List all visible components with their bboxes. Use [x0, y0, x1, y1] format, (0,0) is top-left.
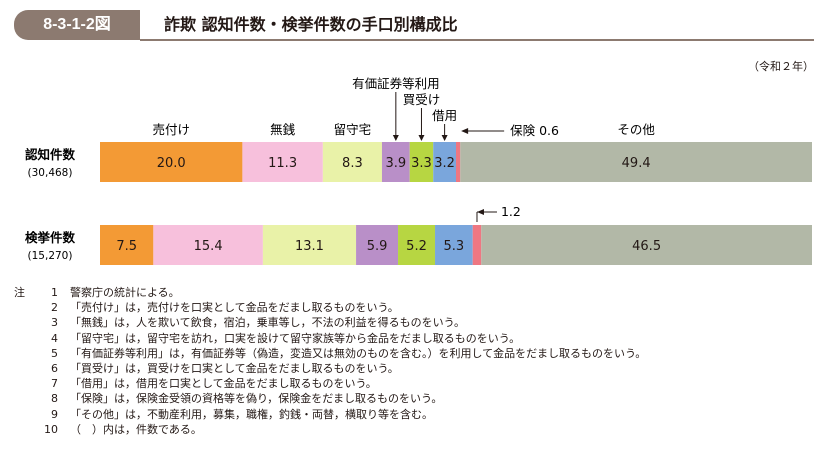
bar-segment: [460, 142, 812, 182]
bar-segment: [153, 225, 263, 265]
leader-arrow: [476, 209, 484, 215]
data-label: 20.0: [157, 156, 186, 171]
note-text: 「売付け」は，売付けを口実として金品をだまし取るものをいう。: [70, 301, 399, 315]
stacked-bar-chart: 20.0 11.3 8.3 3.9 3.3 3.2 49.4 認知件数 (30,468) 7.5 1…: [25, 76, 812, 265]
note-item: 9 「その他」は，不動産利用，募集，職権，釣銭・両替，横取り等を含む。: [14, 407, 814, 422]
note-item: 注 1 警察庁の統計による。: [14, 285, 814, 300]
note-item: 2 「売付け」は，売付けを口実として金品をだまし取るものをいう。: [14, 300, 814, 315]
note-number: 10: [44, 422, 58, 436]
data-label: 7.5: [116, 239, 137, 254]
figure-header: 8-3-1-2図 詐欺 認知件数・検挙件数の手口別構成比: [14, 10, 814, 42]
note-prefix: [14, 407, 36, 422]
category-label: 買受け: [403, 92, 441, 107]
leader-arrow: [461, 128, 469, 134]
data-label: 46.5: [632, 239, 661, 254]
note-number: 5: [51, 346, 58, 360]
note-prefix: 注: [14, 286, 25, 299]
note-number: 4: [51, 331, 58, 345]
note-number: 1: [51, 286, 58, 299]
figure-title: 詐欺 認知件数・検挙件数の手口別構成比: [164, 15, 458, 34]
series-count: (15,270): [28, 250, 73, 262]
data-label: 5.9: [367, 239, 388, 254]
data-label: 1.2: [501, 204, 521, 219]
bar-segment: [100, 225, 154, 265]
data-label: 15.4: [194, 239, 223, 254]
series-label: 認知件数: [25, 147, 76, 162]
bar-segment: [472, 225, 482, 265]
series-count: (30,468): [28, 167, 73, 179]
note-text: 「買受け」は，買受けを口実として金品をだまし取るものをいう。: [70, 362, 399, 376]
notes: 注 1 警察庁の統計による。 2 「売付け」は，売付けを口実として金品をだまし取るものを…: [14, 285, 814, 437]
category-label: 保険 0.6: [510, 123, 559, 138]
bar-segment: [242, 142, 323, 182]
category-label: 無銭: [270, 122, 296, 137]
note-number: 3: [51, 316, 58, 330]
note-prefix: [14, 361, 36, 376]
category-label: 留守宅: [334, 122, 372, 137]
note-text: 「留守宅」は，留守宅を訪れ，口実を設けて留守家族等から金品をだまし取るものをいう…: [70, 331, 521, 345]
note-prefix: [14, 422, 36, 437]
note-item: 6 「買受け」は，買受けを口実として金品をだまし取るものをいう。: [14, 361, 814, 376]
note-number: 2: [51, 301, 58, 315]
note-number: 8: [51, 392, 58, 406]
note-prefix: [14, 376, 36, 391]
bar-segment: [381, 142, 410, 182]
bar-segment: [398, 225, 436, 265]
category-label: その他: [617, 122, 655, 137]
data-label: 13.1: [295, 239, 324, 254]
note-text: 「無銭」は，人を欺いて飲食，宿泊，乗車等し，不法の利益を得るものをいう。: [70, 316, 466, 330]
note-number: 7: [51, 377, 58, 391]
bar-segment: [433, 142, 456, 182]
data-label: 3.2: [434, 156, 455, 171]
note-text: 「その他」は，不動産利用，募集，職権，釣銭・両替，横取り等を含む。: [70, 407, 433, 421]
year-note: （令和２年）: [748, 60, 814, 73]
note-text: （ ）内は，件数である。: [70, 422, 202, 436]
note-number: 9: [51, 407, 58, 421]
note-prefix: [14, 331, 36, 346]
note-text: 警察庁の統計による。: [70, 286, 180, 299]
series-label: 検挙件数: [25, 230, 76, 245]
note-prefix: [14, 391, 36, 406]
note-text: 「保険」は，保険金受領の資格等を偽り，保険金をだまし取るものをいう。: [70, 392, 443, 406]
note-text: 「有価証券等利用」は，有価証券等（偽造，変造又は無効のものを含む。）を利用して金…: [70, 346, 647, 360]
note-item: 4 「留守宅」は，留守宅を訪れ，口実を設けて留守家族等から金品をだまし取るものをい…: [14, 331, 814, 346]
bar-segment: [409, 142, 434, 182]
data-label: 11.3: [268, 156, 297, 171]
bar-segment: [456, 142, 461, 182]
category-label: 有価証券等利用: [352, 76, 440, 91]
leader-arrow: [392, 135, 399, 141]
note-item: 3 「無銭」は，人を欺いて飲食，宿泊，乗車等し，不法の利益を得るものをいう。: [14, 315, 814, 330]
note-item: 7 「借用」は，借用を口実として金品をだまし取るものをいう。: [14, 376, 814, 391]
note-prefix: [14, 315, 36, 330]
note-item: 10 （ ）内は，件数である。: [14, 422, 814, 437]
note-item: 8 「保険」は，保険金受領の資格等を偽り，保険金をだまし取るものをいう。: [14, 391, 814, 406]
data-label: 8.3: [342, 156, 363, 171]
note-number: 6: [51, 362, 58, 376]
leader-arrow: [418, 135, 425, 141]
bar-segment: [100, 142, 243, 182]
note-item: 5 「有価証券等利用」は，有価証券等（偽造，変造又は無効のものを含む。）を利用して…: [14, 346, 814, 361]
bar-segment: [322, 142, 382, 182]
bar-segment: [356, 225, 399, 265]
leader-arrow: [441, 135, 448, 141]
category-label: 売付け: [152, 122, 190, 137]
bar-segment: [262, 225, 357, 265]
note-text: 「借用」は，借用を口実として金品をだまし取るものをいう。: [70, 377, 377, 391]
figure-number: 8-3-1-2図: [14, 10, 140, 40]
bar-segment: [435, 225, 473, 265]
bar-segment: [481, 225, 812, 265]
header-rule: [140, 39, 814, 41]
data-label: 5.3: [444, 239, 465, 254]
data-label: 5.2: [406, 239, 427, 254]
data-label: 49.4: [622, 156, 651, 171]
data-label: 3.3: [411, 156, 432, 171]
data-label: 3.9: [385, 156, 406, 171]
category-label: 借用: [432, 108, 457, 123]
note-prefix: [14, 346, 36, 361]
note-prefix: [14, 300, 36, 315]
